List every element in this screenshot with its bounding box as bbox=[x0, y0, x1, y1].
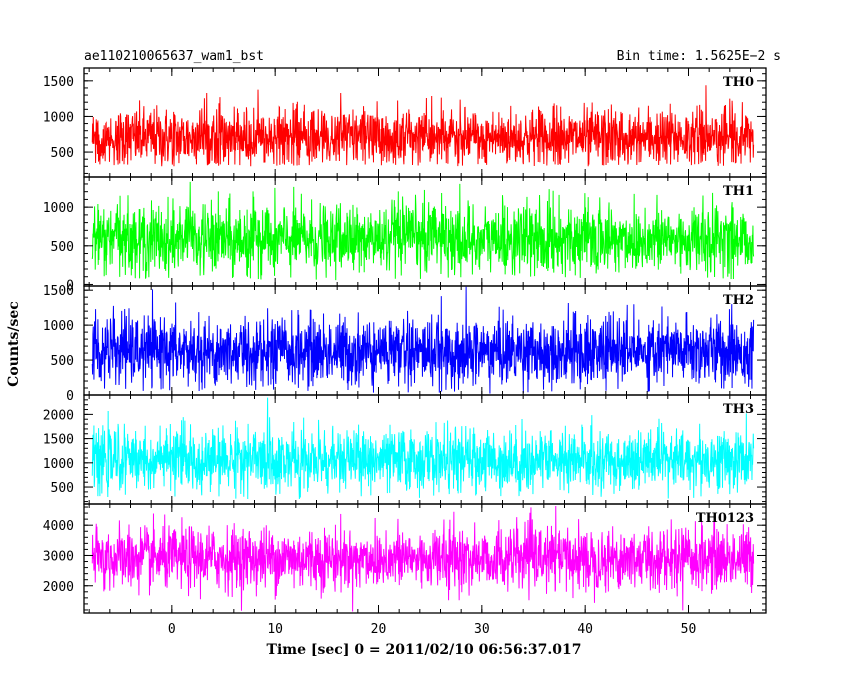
x-tick-label: 20 bbox=[371, 622, 387, 637]
panel-th0: 500 1000 1500 TH0 bbox=[43, 67, 767, 178]
y-tick-label: 1000 bbox=[43, 319, 74, 334]
y-tick-label: 2000 bbox=[43, 408, 74, 423]
y-tick-label: 1500 bbox=[43, 433, 74, 448]
series-th1-line bbox=[91, 181, 755, 281]
series-label-th1: TH1 bbox=[723, 184, 754, 199]
x-tick-label: 30 bbox=[474, 622, 490, 637]
y-tick-label: 0 bbox=[66, 389, 74, 404]
y-tick-label: 500 bbox=[51, 240, 74, 255]
bin-time-label: Bin time: 1.5625E−2 s bbox=[617, 49, 781, 64]
y-tick-label: 3000 bbox=[43, 549, 74, 564]
x-tick-label: 40 bbox=[577, 622, 593, 637]
y-tick-label: 500 bbox=[51, 354, 74, 369]
y-tick-label: 500 bbox=[51, 481, 74, 496]
y-tick-label: 1500 bbox=[43, 284, 74, 299]
series-th2-line bbox=[91, 286, 755, 394]
series-label-th2: TH2 bbox=[723, 293, 754, 308]
y-tick-label: 1000 bbox=[43, 110, 74, 125]
x-tick-label: 50 bbox=[681, 622, 697, 637]
series-th3-line bbox=[91, 397, 755, 500]
x-axis-title: Time [sec] 0 = 2011/02/10 06:56:37.017 bbox=[267, 642, 582, 658]
y-tick-label: 500 bbox=[51, 146, 74, 161]
series-th0123-line bbox=[91, 505, 755, 612]
y-tick-label: 2000 bbox=[43, 580, 74, 595]
y-tick-label: 1000 bbox=[43, 457, 74, 472]
series-label-th3: TH3 bbox=[723, 402, 754, 417]
panel-th0123: 2000 3000 4000 TH0123 bbox=[43, 503, 767, 614]
y-tick-label: 1000 bbox=[43, 201, 74, 216]
y-tick-label: 4000 bbox=[43, 519, 74, 534]
series-label-th0123: TH0123 bbox=[696, 511, 754, 526]
panel-th3: 500 1000 1500 2000 TH3 bbox=[43, 394, 767, 505]
panels: 500 1000 1500 TH0 0 500 1000 TH1 0 500 1000 1500 TH2… bbox=[43, 67, 767, 614]
x-tick-label: 0 bbox=[168, 622, 176, 637]
x-axis: 0 10 20 30 40 50 bbox=[168, 622, 696, 637]
y-tick-label: 0 bbox=[66, 278, 74, 293]
panel-th1: 0 500 1000 TH1 bbox=[43, 176, 767, 293]
series-label-th0: TH0 bbox=[723, 75, 754, 90]
y-axis-title: Counts/sec bbox=[6, 301, 22, 387]
chart-title: ae110210065637_wam1_bst bbox=[84, 49, 264, 64]
series-th0-line bbox=[91, 85, 755, 167]
panel-th2: 0 500 1000 1500 TH2 bbox=[43, 284, 767, 404]
panel-frame bbox=[83, 503, 767, 614]
x-tick-label: 10 bbox=[267, 622, 283, 637]
y-tick-label: 1500 bbox=[43, 75, 74, 90]
